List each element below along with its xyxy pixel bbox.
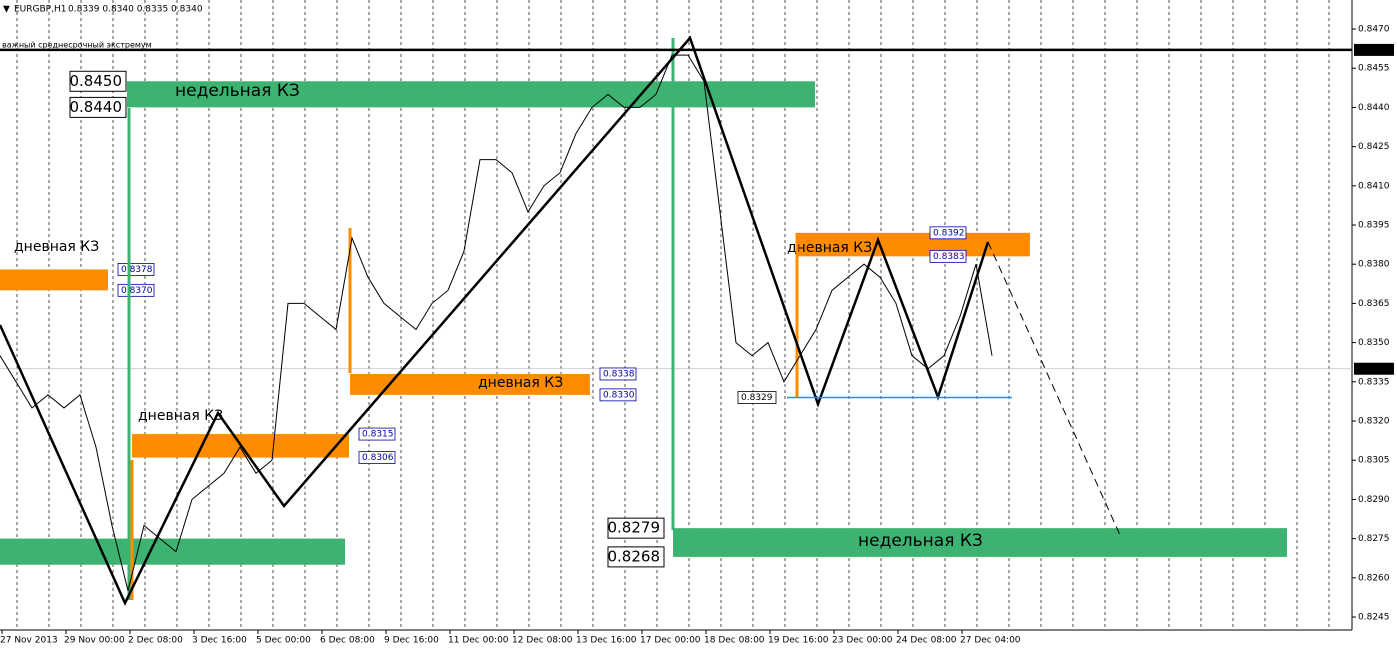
- x-tick-label: 9 Dec 16:00: [384, 636, 439, 646]
- price-tag: 0.8268: [608, 547, 661, 565]
- x-tick-label: 18 Dec 08:00: [704, 636, 765, 646]
- zone-label: дневная КЗ: [14, 239, 99, 255]
- y-tick-label: 0.8275: [1358, 534, 1390, 544]
- price-tag-box: [599, 388, 637, 402]
- axis-tag: 0.8462: [1358, 45, 1390, 55]
- y-tick-label: 0.8455: [1358, 64, 1390, 74]
- price-tag-box: [358, 427, 396, 441]
- y-tick-label: 0.8395: [1358, 221, 1390, 231]
- y-tick-label: 0.8350: [1358, 338, 1390, 348]
- x-tick-label: 23 Dec 00:00: [832, 636, 893, 646]
- x-tick-label: 11 Dec 00:00: [448, 636, 509, 646]
- price-tag-box: [69, 96, 127, 118]
- price-tag-box: [117, 283, 155, 297]
- y-tick-label: 0.8365: [1358, 299, 1390, 309]
- extreme-label: важный среднесрочный экстремум: [2, 40, 152, 49]
- price-tag-box: [929, 249, 967, 263]
- price-tag: 0.8279: [608, 519, 661, 537]
- x-tick-label: 24 Dec 08:00: [896, 636, 957, 646]
- price-tag-box: [607, 517, 665, 539]
- x-tick-label: 2 Dec 08:00: [128, 636, 183, 646]
- axis-tag: 0.8340: [1358, 364, 1390, 374]
- price-tag-box: [929, 226, 967, 240]
- y-tick-label: 0.8245: [1358, 613, 1390, 623]
- y-tick-label: 0.8335: [1358, 377, 1390, 387]
- zone-label: дневная КЗ: [138, 408, 223, 424]
- price-line: [0, 54, 993, 591]
- price-tag: 0.8315: [362, 430, 394, 440]
- price-tag: 0.8440: [70, 98, 123, 116]
- zone: [127, 81, 815, 108]
- price-tag-box: [607, 546, 665, 568]
- y-tick-label: 0.8410: [1358, 181, 1390, 191]
- price-tag: 0.8330: [603, 390, 635, 400]
- price-tag: 0.8383: [933, 252, 965, 262]
- x-tick-label: 5 Dec 00:00: [256, 636, 311, 646]
- price-tag-box: [358, 451, 396, 464]
- y-tick-label: 0.8440: [1358, 103, 1390, 113]
- zone-label: дневная КЗ: [478, 375, 563, 391]
- zone-label: дневная КЗ: [787, 240, 872, 256]
- ohlc: 0.8339 0.8340 0.8335 0.8340: [68, 5, 203, 15]
- x-tick-label: 6 Dec 08:00: [320, 636, 375, 646]
- price-tag: 0.8370: [121, 286, 153, 296]
- x-tick-label: 29 Nov 00:00: [64, 636, 125, 646]
- zone: [350, 373, 590, 395]
- zone-label: недельная КЗ: [175, 81, 300, 101]
- projection: [987, 241, 1121, 536]
- price-tag-box: [599, 367, 637, 381]
- price-tag: 0.8392: [933, 228, 965, 238]
- price-tag: 0.8306: [362, 453, 394, 463]
- y-tick-label: 0.8290: [1358, 495, 1390, 505]
- menu-arrow: ▼: [3, 5, 10, 15]
- x-tick-label: 3 Dec 16:00: [192, 636, 247, 646]
- zone: [796, 232, 1030, 257]
- zigzag: [0, 35, 990, 606]
- y-tick-label: 0.8380: [1358, 260, 1390, 270]
- zone: [0, 269, 108, 291]
- price-tag-box: [69, 70, 127, 92]
- axis-tag-box: [1354, 43, 1394, 56]
- y-tick-label: 0.8320: [1358, 417, 1390, 427]
- price-tag: 0.8338: [603, 369, 635, 379]
- support-tag: 0.8329: [741, 393, 773, 403]
- x-tick-label: 19 Dec 16:00: [768, 636, 829, 646]
- zone-label: недельная КЗ: [858, 531, 983, 551]
- price-tag-box: [117, 263, 155, 276]
- zone: [673, 528, 1287, 557]
- x-tick-label: 27 Dec 04:00: [960, 636, 1021, 646]
- x-tick-label: 12 Dec 08:00: [512, 636, 573, 646]
- price-tag: 0.8378: [121, 265, 153, 275]
- y-tick-label: 0.8470: [1358, 25, 1390, 35]
- x-tick-label: 13 Dec 16:00: [576, 636, 637, 646]
- x-tick-label: 27 Nov 2013: [0, 636, 58, 646]
- x-tick-label: 17 Dec 00:00: [640, 636, 701, 646]
- support-tag-box: [737, 391, 777, 404]
- zone: [0, 538, 345, 565]
- axis-tag-box: [1354, 362, 1394, 375]
- y-tick-label: 0.8260: [1358, 573, 1390, 583]
- y-tick-label: 0.8305: [1358, 456, 1390, 466]
- price-tag: 0.8450: [70, 72, 123, 90]
- y-tick-label: 0.8425: [1358, 142, 1390, 152]
- symbol: EURGBP,H1: [14, 5, 66, 15]
